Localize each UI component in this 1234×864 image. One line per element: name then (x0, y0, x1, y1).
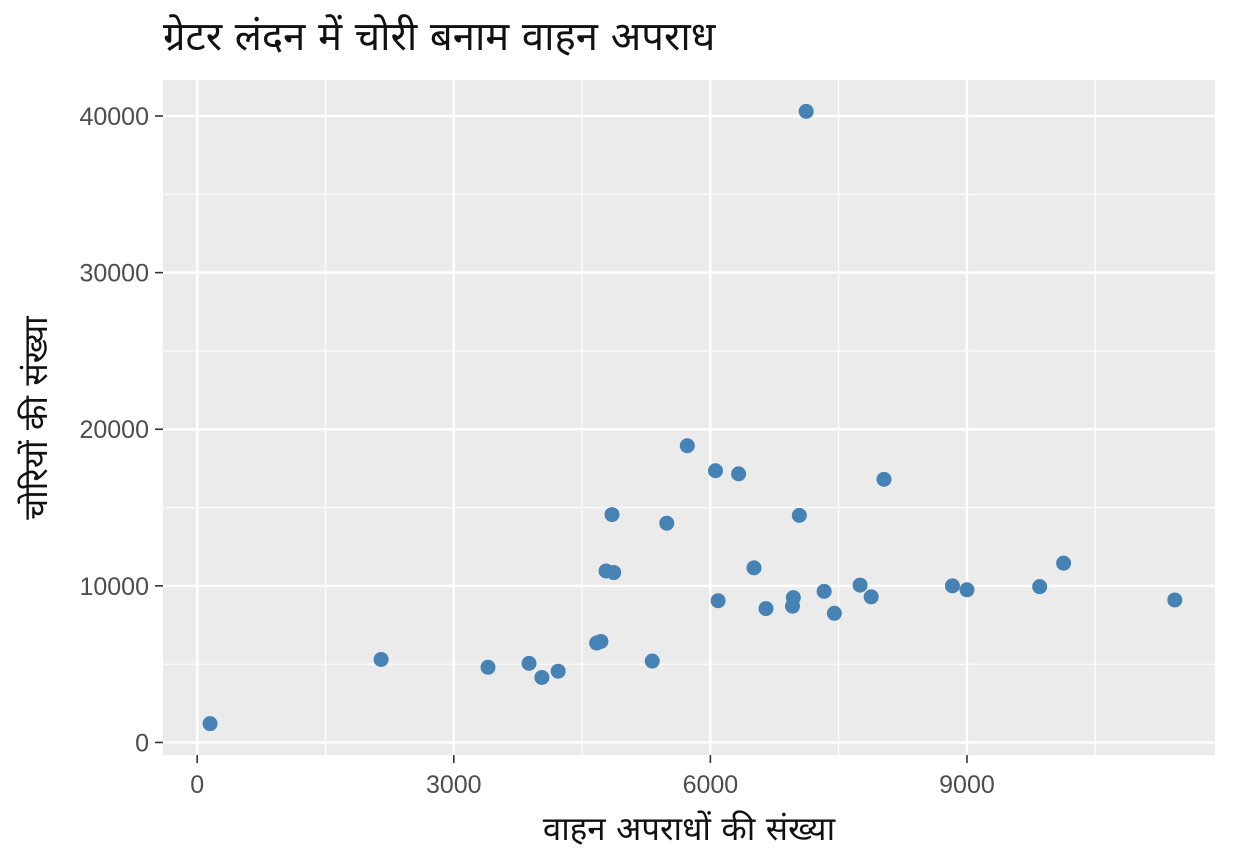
data-point (816, 583, 832, 599)
y-tick-label: 30000 (79, 260, 149, 288)
plot-panel (163, 80, 1215, 755)
x-tick-label: 9000 (939, 771, 995, 799)
data-point (644, 653, 660, 669)
data-point (521, 655, 537, 671)
data-point (785, 590, 801, 606)
data-point (659, 515, 675, 531)
data-point (373, 651, 389, 667)
data-point (798, 103, 814, 119)
data-point (606, 565, 622, 581)
x-axis: 0 3000 6000 9000 (190, 755, 995, 799)
x-tick-label: 6000 (683, 771, 739, 799)
data-point (944, 578, 960, 594)
x-tick-label: 3000 (426, 771, 482, 799)
y-tick-label: 10000 (79, 573, 149, 601)
data-point (791, 507, 807, 523)
y-tick-label: 0 (135, 729, 149, 757)
data-points (202, 103, 1183, 732)
data-point (852, 577, 868, 593)
data-point (604, 507, 620, 523)
y-tick-label: 40000 (79, 103, 149, 131)
x-axis-title: वाहन अपराधों की संख्या (543, 809, 837, 848)
data-point (593, 633, 609, 649)
data-point (710, 593, 726, 609)
data-point (863, 589, 879, 605)
data-point (550, 663, 566, 679)
y-axis-title: चोरियों की संख्या (16, 315, 55, 520)
y-tick-label: 20000 (79, 416, 149, 444)
data-point (826, 605, 842, 621)
data-point (708, 463, 724, 479)
data-point (1167, 592, 1183, 608)
data-point (679, 438, 695, 454)
data-point (758, 601, 774, 617)
chart-title: ग्रेटर लंदन में चोरी बनाम वाहन अपराध (163, 14, 717, 60)
data-point (731, 466, 747, 482)
data-point (202, 716, 218, 732)
data-point (534, 669, 550, 685)
data-point (1056, 555, 1072, 571)
data-point (959, 582, 975, 598)
data-point (746, 560, 762, 576)
x-tick-label: 0 (190, 771, 204, 799)
data-point (480, 659, 496, 675)
data-point (876, 471, 892, 487)
y-axis: 0 10000 20000 30000 40000 (79, 103, 163, 757)
data-point (1032, 579, 1048, 595)
minor-gridlines (163, 80, 1215, 755)
